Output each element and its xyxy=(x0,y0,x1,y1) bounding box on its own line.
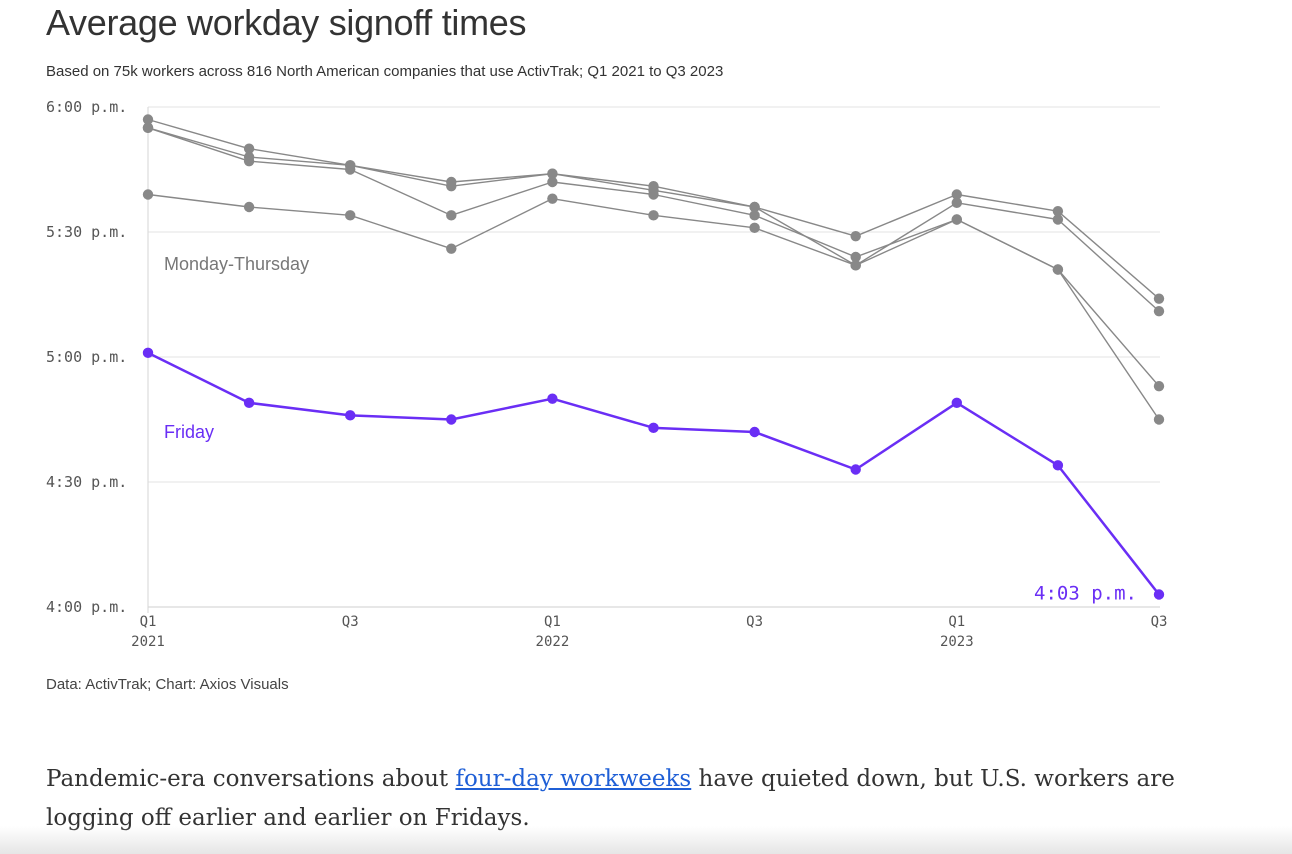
data-point xyxy=(243,397,255,409)
y-tick-label: 4:00 p.m. xyxy=(46,598,127,616)
data-point xyxy=(951,214,962,225)
line-chart: 4:00 p.m. 4:30 p.m. 5:00 p.m. 5:30 p.m. 6:00… xyxy=(46,98,1167,650)
x-tick-label: Q3 xyxy=(1151,614,1168,630)
data-point xyxy=(648,422,659,434)
data-point xyxy=(1052,264,1064,275)
data-point xyxy=(850,251,861,263)
data-point xyxy=(850,260,861,271)
data-point xyxy=(1052,460,1064,471)
data-point xyxy=(648,210,659,221)
data-point xyxy=(142,347,154,359)
data-point xyxy=(446,243,457,254)
data-point xyxy=(1153,293,1165,304)
data-point xyxy=(749,426,760,438)
series-line-thursday xyxy=(147,193,1160,420)
friday-label: Friday xyxy=(164,422,214,442)
data-point xyxy=(547,393,558,404)
data-point xyxy=(142,122,154,134)
x-tick-label: Q1 xyxy=(948,614,965,630)
data-point xyxy=(850,230,861,242)
data-point xyxy=(446,210,457,221)
data-point xyxy=(951,189,962,200)
data-point xyxy=(1153,414,1165,425)
data-point xyxy=(749,222,760,234)
x-tick-year-label: 2023 xyxy=(940,634,974,650)
x-tick-label: Q1 xyxy=(140,614,157,630)
x-axis-tick-labels: Q1 2021 Q3 Q1 2022 Q3 Q1 2023 Q3 xyxy=(131,614,1167,650)
data-point xyxy=(951,197,962,209)
data-point xyxy=(446,414,457,425)
y-axis-tick-labels: 4:00 p.m. 4:30 p.m. 5:00 p.m. 5:30 p.m. 6:00… xyxy=(46,98,127,616)
data-point xyxy=(243,201,255,213)
chart-subtitle: Based on 75k workers across 816 North Am… xyxy=(46,63,724,80)
y-tick-label: 4:30 p.m. xyxy=(46,473,127,491)
annotations: Monday-Thursday Friday 4:03 p.m. xyxy=(164,254,1137,605)
y-tick-label: 5:00 p.m. xyxy=(46,348,127,366)
data-point xyxy=(345,210,356,221)
x-tick-year-label: 2021 xyxy=(131,634,165,650)
x-tick-label: Q3 xyxy=(746,614,763,630)
data-point xyxy=(1153,589,1165,600)
data-point xyxy=(243,155,255,167)
data-point xyxy=(648,189,659,200)
source-note: Data: ActivTrak; Chart: Axios Visuals xyxy=(46,676,289,693)
y-tick-label: 6:00 p.m. xyxy=(46,98,127,116)
data-point xyxy=(446,180,457,192)
series-friday xyxy=(142,347,1165,600)
x-tick-label: Q1 xyxy=(544,614,561,630)
series-lines xyxy=(142,114,1165,600)
series-thursday xyxy=(142,189,1165,425)
last-value-label: 4:03 p.m. xyxy=(1034,583,1137,605)
data-point xyxy=(749,201,760,213)
x-tick-label: Q3 xyxy=(342,614,359,630)
series-monday xyxy=(142,114,1165,304)
data-point xyxy=(850,464,861,475)
data-point xyxy=(345,410,356,421)
data-point xyxy=(1052,205,1064,217)
data-point xyxy=(547,168,558,179)
data-point xyxy=(951,397,962,409)
data-point xyxy=(1052,214,1064,225)
data-point xyxy=(749,210,760,221)
x-tick-year-label: 2022 xyxy=(536,634,570,650)
data-point xyxy=(243,143,255,154)
monday-thursday-label: Monday-Thursday xyxy=(164,254,309,274)
series-line-friday xyxy=(147,351,1160,596)
bottom-fade xyxy=(0,826,1292,854)
data-point xyxy=(1153,380,1165,392)
article-text-start: Pandemic-era conversations about xyxy=(46,766,456,792)
y-tick-label: 5:30 p.m. xyxy=(46,223,127,241)
data-point xyxy=(345,164,356,175)
data-point xyxy=(547,193,558,204)
chart-title: Average workday signoff times xyxy=(46,2,527,43)
data-point xyxy=(142,189,154,200)
data-point xyxy=(1153,305,1165,317)
four-day-workweeks-link[interactable]: four-day workweeks xyxy=(455,766,692,792)
data-point xyxy=(142,114,154,125)
data-point xyxy=(547,176,558,188)
